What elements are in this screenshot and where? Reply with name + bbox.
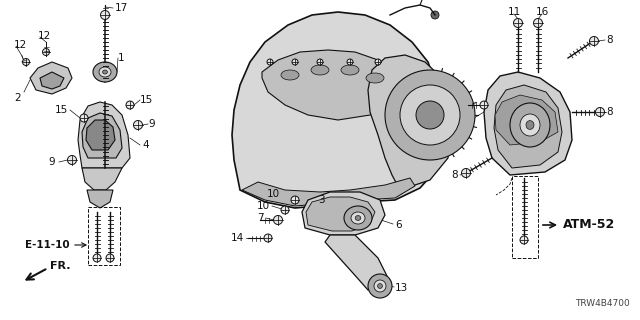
Circle shape	[80, 114, 88, 122]
Circle shape	[126, 101, 134, 109]
Text: 1: 1	[118, 53, 125, 63]
Text: 5: 5	[456, 120, 462, 130]
Circle shape	[520, 236, 528, 244]
Ellipse shape	[281, 70, 299, 80]
Polygon shape	[232, 12, 445, 208]
Text: 8: 8	[451, 170, 458, 180]
Circle shape	[291, 196, 299, 204]
Text: 9: 9	[148, 119, 155, 129]
Circle shape	[461, 169, 470, 178]
Circle shape	[22, 59, 29, 66]
Text: 15: 15	[140, 95, 153, 105]
Circle shape	[534, 19, 543, 28]
Circle shape	[42, 49, 49, 55]
Polygon shape	[306, 197, 375, 231]
Circle shape	[267, 59, 273, 65]
Text: 3: 3	[318, 195, 324, 205]
Polygon shape	[86, 120, 115, 150]
Text: 8: 8	[606, 107, 612, 117]
Text: 15: 15	[55, 105, 68, 115]
Ellipse shape	[355, 216, 361, 220]
Polygon shape	[242, 178, 415, 206]
Text: 10: 10	[267, 189, 280, 199]
Ellipse shape	[520, 114, 540, 136]
Circle shape	[317, 59, 323, 65]
Polygon shape	[302, 192, 385, 235]
Circle shape	[480, 101, 488, 109]
Polygon shape	[30, 62, 72, 94]
Ellipse shape	[374, 280, 386, 292]
Ellipse shape	[366, 73, 384, 83]
Circle shape	[513, 19, 522, 28]
Circle shape	[431, 11, 439, 19]
Ellipse shape	[341, 65, 359, 75]
Polygon shape	[368, 55, 452, 190]
Polygon shape	[78, 102, 130, 168]
Text: ATM-52: ATM-52	[563, 219, 615, 231]
Circle shape	[134, 121, 143, 130]
Circle shape	[106, 254, 114, 262]
Circle shape	[281, 206, 289, 214]
Polygon shape	[494, 85, 562, 168]
Ellipse shape	[311, 65, 329, 75]
Ellipse shape	[102, 70, 108, 74]
Circle shape	[595, 108, 605, 116]
Circle shape	[416, 101, 444, 129]
Text: 17: 17	[115, 3, 128, 13]
Polygon shape	[325, 235, 390, 290]
Circle shape	[400, 85, 460, 145]
Text: 4: 4	[142, 140, 148, 150]
Circle shape	[100, 11, 109, 20]
Circle shape	[67, 156, 77, 164]
Text: 6: 6	[395, 220, 402, 230]
Polygon shape	[495, 95, 558, 145]
Bar	[88, 207, 120, 265]
Circle shape	[292, 59, 298, 65]
Circle shape	[264, 234, 272, 242]
Text: TRW4B4700: TRW4B4700	[575, 299, 630, 308]
Polygon shape	[87, 190, 113, 208]
Ellipse shape	[99, 67, 111, 77]
Ellipse shape	[510, 103, 550, 147]
Circle shape	[385, 70, 475, 160]
Text: E-11-10: E-11-10	[26, 240, 70, 250]
Ellipse shape	[344, 206, 372, 230]
Text: 2: 2	[15, 93, 21, 103]
Text: 16: 16	[536, 7, 548, 17]
Polygon shape	[40, 72, 64, 89]
Bar	[512, 176, 538, 258]
Circle shape	[589, 36, 598, 45]
Text: 9: 9	[49, 157, 55, 167]
Text: FR.: FR.	[50, 261, 70, 271]
Polygon shape	[82, 113, 122, 158]
Ellipse shape	[351, 212, 365, 224]
Text: 13: 13	[395, 283, 408, 293]
Ellipse shape	[368, 274, 392, 298]
Text: 10: 10	[257, 201, 270, 211]
Polygon shape	[262, 50, 398, 120]
Ellipse shape	[93, 62, 117, 82]
Text: 8: 8	[606, 35, 612, 45]
Text: 12: 12	[14, 40, 28, 50]
Text: 14: 14	[231, 233, 244, 243]
Circle shape	[273, 215, 282, 225]
Text: 16: 16	[445, 97, 458, 107]
Ellipse shape	[526, 121, 534, 129]
Text: 7: 7	[257, 213, 264, 223]
Ellipse shape	[378, 284, 383, 288]
Polygon shape	[484, 72, 572, 175]
Circle shape	[375, 59, 381, 65]
Circle shape	[347, 59, 353, 65]
Text: 12: 12	[38, 31, 51, 41]
Polygon shape	[82, 168, 122, 190]
Circle shape	[93, 254, 101, 262]
Text: 11: 11	[508, 7, 520, 17]
